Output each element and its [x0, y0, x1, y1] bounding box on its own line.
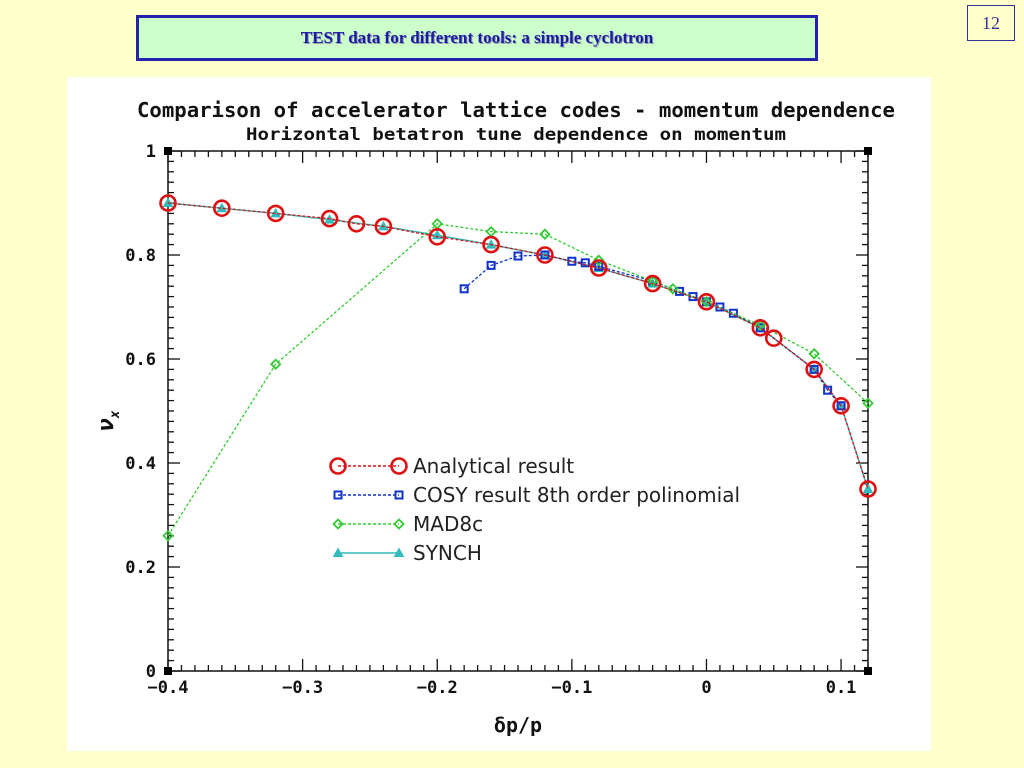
y-tick-label: 1	[146, 142, 156, 162]
y-tick-label: 0.2	[125, 558, 156, 578]
data-point	[540, 250, 550, 260]
x-axis-label: δp/p	[494, 713, 542, 737]
data-point	[643, 274, 662, 293]
chart-subtitle: Horizontal betatron tune dependence on m…	[246, 125, 786, 145]
data-point	[862, 483, 874, 493]
y-tick-label: 0.6	[125, 350, 156, 370]
x-tick-label: 0	[701, 678, 711, 698]
data-point	[823, 385, 833, 395]
data-point	[431, 229, 443, 240]
axis-ticks: −0.4 −0.3 −0.2 −0.1 0 0.1 0 0.2 0.4 0.6 0.8 1	[125, 142, 872, 698]
legend-entry: SYNCH	[332, 541, 482, 565]
x-tick-label: −0.1	[551, 678, 592, 698]
legend-marker-end	[393, 547, 405, 557]
series-line	[167, 202, 869, 490]
data-point	[162, 530, 174, 542]
y-axis-label: νx	[94, 410, 123, 431]
corner-mark	[864, 147, 872, 155]
data-point	[836, 401, 846, 411]
series-circle	[159, 194, 877, 498]
plot-frame	[167, 150, 869, 672]
chart-title: Comparison of accelerator lattice codes …	[137, 98, 895, 122]
legend-marker-start	[329, 457, 347, 475]
legend-marker-start	[332, 518, 344, 530]
corner-mark	[164, 147, 172, 155]
y-tick-label: 0.4	[125, 454, 156, 474]
page-number: 12	[967, 5, 1015, 41]
data-point	[754, 319, 767, 331]
slide-title: TEST data for different tools: a simple …	[136, 15, 818, 61]
series-line	[167, 202, 869, 490]
legend-marker-end	[393, 518, 405, 530]
data-point	[805, 360, 823, 379]
data-point	[266, 204, 285, 223]
tune-chart: Comparison of accelerator lattice codes …	[94, 98, 895, 737]
data-point	[764, 329, 783, 348]
data-point	[539, 228, 551, 240]
legend-entry: Analytical result	[329, 454, 574, 478]
x-tick-label: −0.3	[282, 678, 323, 698]
data-point	[347, 215, 366, 233]
data-point	[320, 209, 339, 228]
y-tick-label: 0	[146, 662, 156, 682]
legend-marker-end	[394, 490, 404, 500]
data-point	[459, 284, 469, 294]
legend-entry: COSY result 8th order polinomial	[333, 483, 740, 507]
corner-mark	[164, 667, 172, 675]
legend-label: COSY result 8th order polinomial	[413, 483, 740, 507]
data-point	[589, 259, 608, 277]
data-point	[697, 293, 716, 311]
corner-mark	[864, 667, 872, 675]
legend-label: MAD8c	[413, 512, 483, 536]
data-point	[162, 197, 174, 207]
data-point	[513, 251, 523, 261]
data-point	[536, 246, 554, 264]
data-point	[594, 261, 604, 271]
x-tick-label: −0.4	[148, 678, 189, 698]
data-point	[269, 358, 282, 370]
y-axis-label-group: νx	[94, 410, 123, 431]
data-point	[428, 228, 447, 246]
data-point	[808, 348, 820, 360]
legend-entry: MAD8c	[332, 512, 483, 536]
data-point	[859, 480, 877, 498]
y-tick-label: 0.8	[125, 246, 156, 266]
legend-label: Analytical result	[413, 454, 574, 478]
legend-marker-start	[333, 490, 343, 500]
data-point	[751, 319, 770, 337]
series-triangle	[162, 197, 874, 493]
legend: Analytical result COSY result 8th order p…	[329, 454, 740, 565]
data-point	[667, 283, 679, 295]
series-layer	[159, 194, 877, 542]
x-tick-label: −0.2	[417, 678, 458, 698]
data-point	[809, 364, 819, 374]
y-axis-subscript: x	[108, 410, 123, 419]
data-point	[862, 397, 874, 409]
legend-label: SYNCH	[413, 541, 482, 565]
data-point	[482, 235, 500, 254]
data-point	[592, 254, 605, 266]
data-point	[755, 323, 765, 333]
data-point	[374, 217, 393, 236]
data-point	[486, 260, 496, 270]
data-point	[213, 199, 231, 217]
data-point	[580, 258, 590, 268]
series-line	[167, 223, 869, 537]
data-point	[646, 275, 659, 287]
data-point	[159, 194, 177, 212]
legend-marker-end	[390, 457, 408, 475]
y-axis-symbol: ν	[94, 418, 119, 431]
x-tick-label: 0.1	[826, 678, 857, 698]
data-point	[832, 396, 850, 415]
chart-panel: Comparison of accelerator lattice codes …	[67, 77, 931, 751]
legend-marker-start	[332, 547, 344, 557]
